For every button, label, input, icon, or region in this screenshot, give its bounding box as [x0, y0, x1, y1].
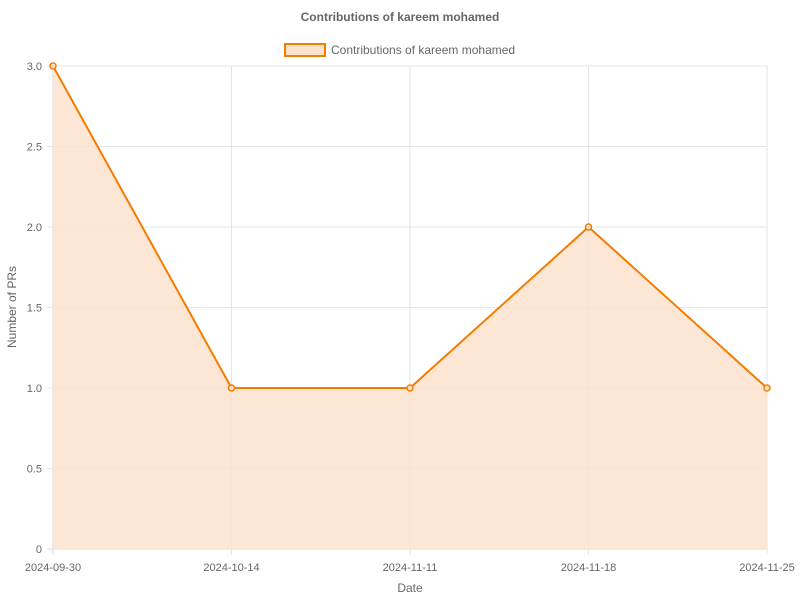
y-axis-title: Number of PRs: [5, 266, 19, 348]
legend-swatch: [284, 43, 326, 57]
area-fill: [53, 66, 767, 549]
legend-label: Contributions of kareem mohamed: [331, 43, 515, 57]
data-point: [406, 384, 414, 392]
y-axis-ticks: 0 0.5 1.0 1.5 2.0 2.5 3.0: [27, 61, 42, 556]
data-point: [227, 384, 236, 392]
y-tick-label: 1.5: [27, 303, 42, 315]
x-tick-label: 2024-10-14: [203, 562, 259, 574]
y-tick-label: 3.0: [27, 61, 42, 73]
y-tick-label: 0: [36, 544, 42, 556]
data-point: [763, 384, 771, 392]
y-tick-label: 2.0: [27, 222, 42, 234]
x-axis-title: Date: [397, 581, 423, 595]
x-tick-label: 2024-11-11: [383, 562, 438, 574]
data-point: [584, 223, 593, 231]
y-tick-label: 0.5: [27, 464, 42, 476]
data-points: [49, 62, 771, 392]
data-point: [49, 62, 57, 70]
chart-title: Contributions of kareem mohamed: [301, 10, 500, 24]
y-tick-label: 2.5: [27, 142, 42, 154]
series-area: [53, 66, 767, 549]
x-tick-label: 2024-11-18: [561, 562, 616, 574]
legend[interactable]: Contributions of kareem mohamed: [284, 43, 515, 57]
x-tick-label: 2024-11-25: [739, 562, 794, 574]
x-tick-label: 2024-09-30: [25, 562, 81, 574]
y-tick-label: 1.0: [27, 383, 42, 395]
x-axis-ticks: 2024-09-30 2024-10-14 2024-11-11 2024-11-18…: [25, 562, 795, 574]
